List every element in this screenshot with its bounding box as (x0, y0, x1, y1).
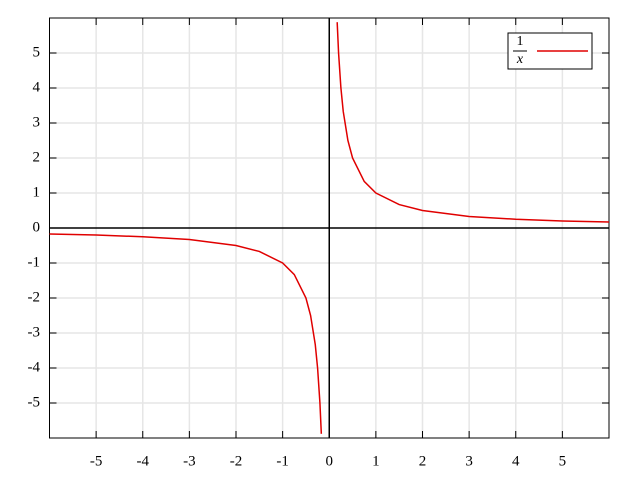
x-tick-label: -3 (183, 453, 196, 469)
x-tick-label: 5 (559, 453, 567, 469)
y-tick-label: 5 (33, 44, 41, 60)
x-tick-label: -5 (90, 453, 103, 469)
y-tick-label: 4 (33, 79, 41, 95)
y-tick-label: 2 (33, 149, 41, 165)
plot-frame (49, 17, 610, 439)
y-tick-label: -4 (28, 359, 41, 375)
y-tick-label: 3 (33, 114, 41, 130)
x-tick-label: 0 (326, 453, 334, 469)
x-tick-label: 1 (372, 453, 380, 469)
x-tick-label: 2 (419, 453, 427, 469)
y-tick-label: 0 (33, 219, 41, 235)
y-tick-label: -1 (28, 254, 41, 270)
y-tick-label: -5 (28, 394, 41, 410)
x-tick-label: 3 (465, 453, 473, 469)
y-tick-label: 1 (33, 184, 41, 200)
y-tick-label: -2 (28, 289, 41, 305)
legend-denominator: x (516, 52, 524, 67)
y-tick-label: -3 (28, 324, 41, 340)
line-series (49, 22, 609, 434)
x-tick-label: -1 (276, 453, 289, 469)
x-tick-label: 4 (512, 453, 520, 469)
x-tick-label: -2 (230, 453, 243, 469)
legend-numerator: 1 (517, 34, 524, 49)
x-tick-label: -4 (137, 453, 150, 469)
plot-area (49, 22, 609, 434)
